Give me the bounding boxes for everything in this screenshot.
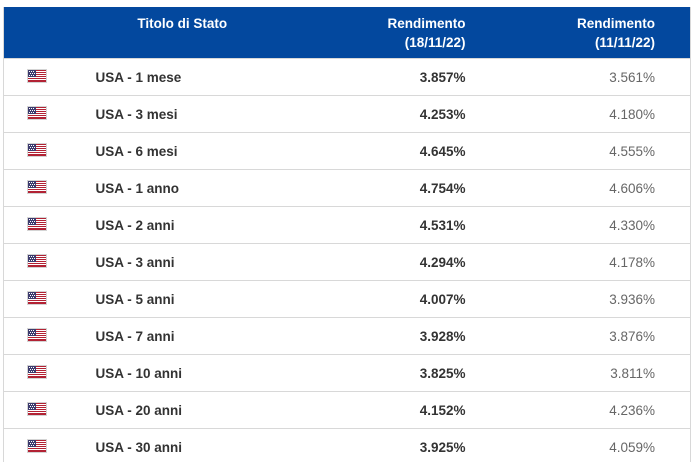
table-body: USA - 1 mese 3.857% 3.561% USA - 3 mesi 4.25…: [3, 58, 691, 462]
us-flag-icon: [27, 217, 47, 231]
flag-cell: [4, 244, 67, 281]
table-row[interactable]: USA - 3 mesi 4.253% 4.180%: [3, 95, 691, 133]
flag-cell: [4, 318, 67, 355]
header-row: Titolo di Stato Rendimento (18/11/22) Re…: [3, 7, 691, 59]
us-flag-icon: [27, 402, 47, 416]
table-row[interactable]: USA - 2 anni 4.531% 4.330%: [3, 206, 691, 244]
yield-previous-date: (11/11/22): [594, 35, 655, 50]
table-header: Titolo di Stato Rendimento (18/11/22) Re…: [3, 7, 691, 59]
yield-current-value: 4.253%: [419, 106, 466, 122]
table-row[interactable]: USA - 3 anni 4.294% 4.178%: [3, 243, 691, 281]
table-row[interactable]: USA - 1 mese 3.857% 3.561%: [3, 58, 691, 96]
yield-current-value: 3.825%: [419, 365, 466, 381]
yield-previous-value: 3.876%: [609, 328, 655, 344]
bond-name[interactable]: USA - 2 anni: [95, 217, 175, 233]
yield-previous-value: 4.059%: [609, 439, 655, 455]
table-row[interactable]: USA - 7 anni 3.928% 3.876%: [3, 317, 691, 355]
table-row[interactable]: USA - 30 anni 3.925% 4.059%: [3, 428, 691, 462]
column-header-yield-previous: Rendimento (11/11/22): [485, 7, 691, 59]
us-flag-icon: [27, 254, 47, 268]
yield-current-value: 4.152%: [419, 402, 466, 418]
table-row[interactable]: USA - 5 anni 4.007% 3.936%: [3, 280, 691, 318]
us-flag-icon: [27, 291, 47, 305]
us-flag-icon: [27, 180, 47, 194]
table-row[interactable]: USA - 10 anni 3.825% 3.811%: [3, 354, 691, 392]
flag-cell: [4, 207, 67, 244]
flag-cell: [4, 59, 67, 96]
bond-name[interactable]: USA - 10 anni: [95, 365, 183, 381]
yield-current-date: (18/11/22): [404, 35, 466, 50]
bond-name[interactable]: USA - 3 mesi: [95, 106, 178, 122]
bond-name[interactable]: USA - 7 anni: [95, 328, 175, 344]
bond-name[interactable]: USA - 1 anno: [95, 180, 180, 196]
us-flag-icon: [27, 439, 47, 453]
flag-cell: [4, 170, 67, 207]
bond-name[interactable]: USA - 3 anni: [95, 254, 175, 270]
flag-cell: [4, 392, 67, 429]
us-flag-icon: [27, 328, 47, 342]
yield-previous-value: 4.180%: [609, 106, 655, 122]
bond-name[interactable]: USA - 20 anni: [95, 402, 183, 418]
bond-name[interactable]: USA - 6 mesi: [95, 143, 178, 159]
yield-current-value: 3.857%: [419, 69, 466, 85]
table-row[interactable]: USA - 20 anni 4.152% 4.236%: [3, 391, 691, 429]
yield-previous-value: 4.330%: [609, 217, 655, 233]
flag-cell: [4, 281, 67, 318]
column-header-yield-current: Rendimento (18/11/22): [360, 7, 486, 59]
column-header-title-label: Titolo di Stato: [137, 16, 228, 31]
yield-previous-value: 4.236%: [609, 402, 655, 418]
yield-previous-value: 3.561%: [609, 69, 655, 85]
flag-cell: [4, 355, 67, 392]
flag-cell: [4, 133, 67, 170]
yield-previous-value: 4.555%: [609, 143, 655, 159]
bond-yields-table: Titolo di Stato Rendimento (18/11/22) Re…: [3, 7, 691, 462]
flag-cell: [4, 429, 67, 462]
yield-current-value: 3.928%: [419, 328, 466, 344]
yield-current-value: 4.754%: [419, 180, 466, 196]
bond-name[interactable]: USA - 5 anni: [95, 291, 175, 307]
column-header-title: Titolo di Stato: [3, 7, 361, 59]
bond-yields-table-container: Titolo di Stato Rendimento (18/11/22) Re…: [3, 7, 691, 462]
table-row[interactable]: USA - 1 anno 4.754% 4.606%: [3, 169, 691, 207]
yield-previous-value: 4.606%: [609, 180, 655, 196]
table-row[interactable]: USA - 6 mesi 4.645% 4.555%: [3, 132, 691, 170]
yield-current-value: 3.925%: [419, 439, 466, 455]
yield-previous-label: Rendimento: [576, 16, 655, 31]
us-flag-icon: [27, 69, 47, 83]
yield-current-value: 4.294%: [419, 254, 466, 270]
yield-previous-value: 4.178%: [609, 254, 655, 270]
us-flag-icon: [27, 106, 47, 120]
flag-cell: [4, 96, 67, 133]
bond-name[interactable]: USA - 30 anni: [95, 439, 183, 455]
us-flag-icon: [27, 365, 47, 379]
yield-current-label: Rendimento: [387, 16, 466, 31]
yield-previous-value: 3.811%: [610, 365, 655, 381]
yield-current-value: 4.531%: [419, 217, 466, 233]
yield-current-value: 4.645%: [419, 143, 466, 159]
yield-current-value: 4.007%: [419, 291, 466, 307]
yield-previous-value: 3.936%: [609, 291, 655, 307]
us-flag-icon: [27, 143, 47, 157]
bond-name[interactable]: USA - 1 mese: [95, 69, 182, 85]
